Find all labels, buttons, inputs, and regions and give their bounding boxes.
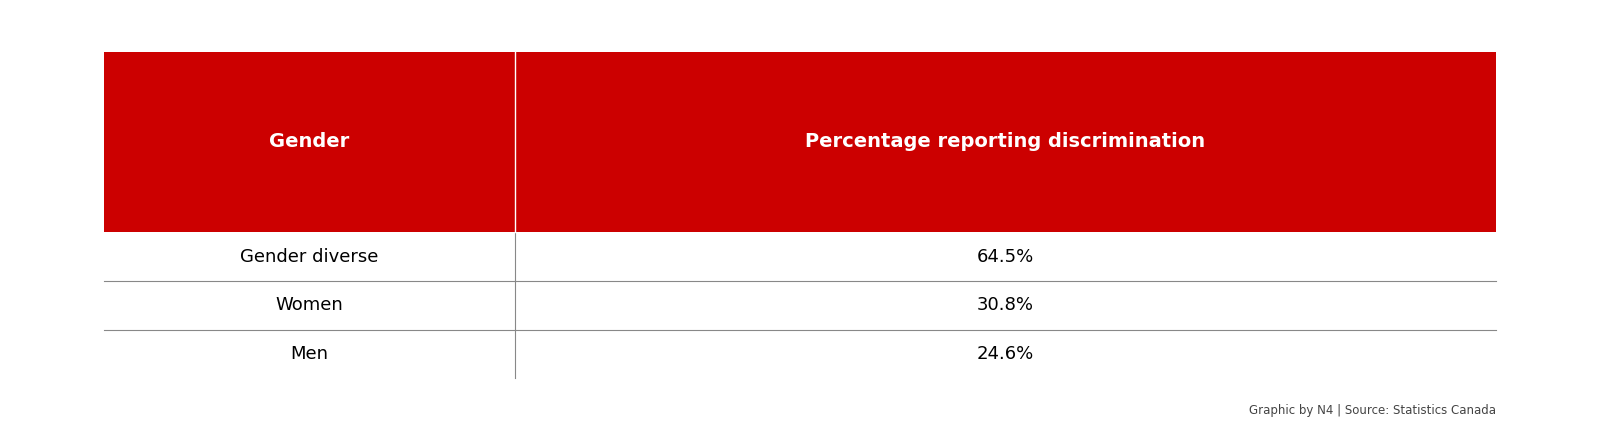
Text: Men: Men: [290, 345, 328, 363]
Text: 24.6%: 24.6%: [976, 345, 1034, 363]
Text: Gender diverse: Gender diverse: [240, 248, 379, 266]
Text: Women: Women: [275, 296, 342, 314]
Text: 64.5%: 64.5%: [976, 248, 1034, 266]
Text: Percentage reporting discrimination: Percentage reporting discrimination: [805, 132, 1205, 151]
FancyBboxPatch shape: [104, 52, 1496, 232]
Text: 30.8%: 30.8%: [978, 296, 1034, 314]
Text: Gender: Gender: [269, 132, 349, 151]
Text: Graphic by N4 | Source: Statistics Canada: Graphic by N4 | Source: Statistics Canad…: [1250, 404, 1496, 417]
